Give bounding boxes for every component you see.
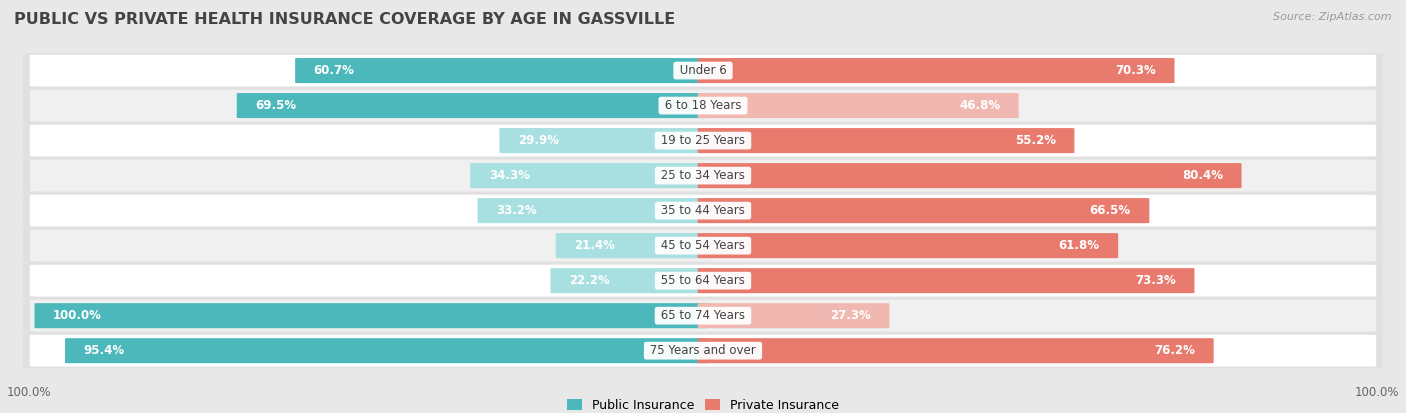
FancyBboxPatch shape	[24, 193, 1382, 228]
Text: 100.0%: 100.0%	[53, 309, 101, 322]
Text: 80.4%: 80.4%	[1182, 169, 1223, 182]
Text: 73.3%: 73.3%	[1135, 274, 1175, 287]
FancyBboxPatch shape	[555, 233, 709, 258]
FancyBboxPatch shape	[30, 125, 1376, 157]
FancyBboxPatch shape	[499, 128, 709, 153]
Text: Under 6: Under 6	[676, 64, 730, 77]
FancyBboxPatch shape	[24, 263, 1382, 298]
FancyBboxPatch shape	[551, 268, 709, 293]
FancyBboxPatch shape	[30, 160, 1376, 192]
FancyBboxPatch shape	[697, 303, 890, 328]
Text: 6 to 18 Years: 6 to 18 Years	[661, 99, 745, 112]
Legend: Public Insurance, Private Insurance: Public Insurance, Private Insurance	[562, 394, 844, 413]
FancyBboxPatch shape	[30, 335, 1376, 367]
FancyBboxPatch shape	[470, 163, 709, 188]
Text: 69.5%: 69.5%	[256, 99, 297, 112]
Text: 61.8%: 61.8%	[1059, 239, 1099, 252]
FancyBboxPatch shape	[697, 128, 1074, 153]
FancyBboxPatch shape	[30, 265, 1376, 297]
Text: 55.2%: 55.2%	[1015, 134, 1056, 147]
FancyBboxPatch shape	[697, 233, 1118, 258]
FancyBboxPatch shape	[24, 228, 1382, 263]
FancyBboxPatch shape	[24, 298, 1382, 333]
FancyBboxPatch shape	[697, 268, 1195, 293]
FancyBboxPatch shape	[478, 198, 709, 223]
Text: 21.4%: 21.4%	[574, 239, 616, 252]
Text: 22.2%: 22.2%	[569, 274, 610, 287]
Text: 95.4%: 95.4%	[83, 344, 125, 357]
Text: PUBLIC VS PRIVATE HEALTH INSURANCE COVERAGE BY AGE IN GASSVILLE: PUBLIC VS PRIVATE HEALTH INSURANCE COVER…	[14, 12, 675, 27]
Text: 19 to 25 Years: 19 to 25 Years	[657, 134, 749, 147]
Text: 27.3%: 27.3%	[830, 309, 870, 322]
Text: 75 Years and over: 75 Years and over	[647, 344, 759, 357]
Text: 100.0%: 100.0%	[7, 386, 52, 399]
Text: Source: ZipAtlas.com: Source: ZipAtlas.com	[1274, 12, 1392, 22]
FancyBboxPatch shape	[697, 198, 1149, 223]
FancyBboxPatch shape	[697, 58, 1174, 83]
Text: 34.3%: 34.3%	[489, 169, 530, 182]
FancyBboxPatch shape	[24, 88, 1382, 123]
FancyBboxPatch shape	[30, 195, 1376, 227]
Text: 25 to 34 Years: 25 to 34 Years	[657, 169, 749, 182]
FancyBboxPatch shape	[35, 303, 709, 328]
FancyBboxPatch shape	[30, 55, 1376, 86]
FancyBboxPatch shape	[24, 53, 1382, 88]
Text: 35 to 44 Years: 35 to 44 Years	[657, 204, 749, 217]
Text: 76.2%: 76.2%	[1154, 344, 1195, 357]
FancyBboxPatch shape	[30, 300, 1376, 332]
Text: 66.5%: 66.5%	[1090, 204, 1130, 217]
FancyBboxPatch shape	[30, 90, 1376, 121]
Text: 46.8%: 46.8%	[959, 99, 1000, 112]
Text: 45 to 54 Years: 45 to 54 Years	[657, 239, 749, 252]
FancyBboxPatch shape	[30, 230, 1376, 261]
Text: 60.7%: 60.7%	[314, 64, 354, 77]
Text: 29.9%: 29.9%	[517, 134, 560, 147]
FancyBboxPatch shape	[295, 58, 709, 83]
FancyBboxPatch shape	[24, 123, 1382, 158]
FancyBboxPatch shape	[697, 163, 1241, 188]
Text: 33.2%: 33.2%	[496, 204, 537, 217]
FancyBboxPatch shape	[697, 338, 1213, 363]
FancyBboxPatch shape	[236, 93, 709, 118]
FancyBboxPatch shape	[24, 158, 1382, 193]
FancyBboxPatch shape	[697, 93, 1019, 118]
Text: 65 to 74 Years: 65 to 74 Years	[657, 309, 749, 322]
Text: 55 to 64 Years: 55 to 64 Years	[657, 274, 749, 287]
FancyBboxPatch shape	[65, 338, 709, 363]
Text: 70.3%: 70.3%	[1115, 64, 1156, 77]
FancyBboxPatch shape	[24, 333, 1382, 368]
Text: 100.0%: 100.0%	[1354, 386, 1399, 399]
